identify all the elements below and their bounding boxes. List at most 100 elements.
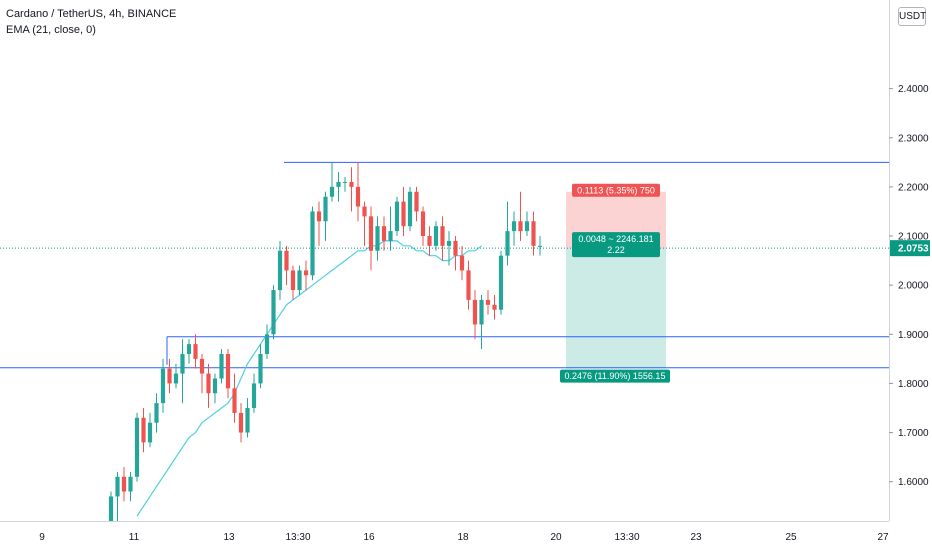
candle-down [355, 186, 361, 207]
candle-down [303, 270, 309, 276]
candle-up [323, 196, 328, 222]
candle-down [453, 240, 458, 256]
candle-down [472, 299, 478, 325]
candle-up [394, 201, 400, 232]
candle-up [258, 353, 263, 384]
x-tick-label: 27 [877, 532, 889, 543]
candle-down [518, 221, 523, 232]
x-tick-label: 13:30 [285, 532, 310, 543]
candle-up [212, 378, 218, 394]
candle-up [277, 250, 283, 291]
entry-label-bg [572, 232, 660, 258]
candle-up [433, 226, 439, 246]
candle-down [225, 353, 231, 389]
y-tick-label: 1.7000 [898, 428, 929, 439]
candle-down [121, 476, 127, 492]
candle-up [115, 476, 120, 497]
y-tick-label: 1.6000 [898, 477, 929, 488]
symbol-title[interactable]: Cardano / TetherUS, 4h, BINANCE [6, 8, 177, 20]
x-tick-label: 25 [785, 532, 797, 543]
x-tick-label: 18 [457, 532, 469, 543]
target-label-bg [560, 369, 670, 383]
candle-up [264, 334, 270, 354]
x-tick-label: 20 [550, 532, 562, 543]
candle-up [245, 407, 250, 433]
target-label-text: 0.2476 (11.90%) 1556.15 [565, 371, 666, 381]
candle-up [479, 299, 484, 325]
candle-down [414, 191, 419, 212]
candle-up [329, 186, 335, 197]
candle-up [342, 181, 348, 183]
candle-down [206, 373, 211, 394]
candle-down [459, 255, 465, 271]
candle-up [251, 383, 257, 408]
candle-down [141, 417, 146, 443]
stop-label-text: 0.1113 (5.35%) 750 [577, 185, 655, 195]
candle-down [362, 206, 367, 217]
candle-down [199, 358, 205, 374]
candle-up [147, 422, 153, 443]
candle-down [167, 368, 172, 384]
position-zones [566, 191, 666, 369]
y-tick-label: 2.3000 [898, 133, 929, 144]
candle-up [505, 231, 510, 256]
candle-up [524, 221, 530, 232]
x-tick-label: 11 [129, 532, 140, 543]
candle-up [271, 290, 276, 335]
candle-down [531, 221, 536, 246]
y-tick-label: 1.9000 [898, 330, 929, 341]
ema-series [136, 240, 482, 517]
candle-up [511, 221, 517, 232]
candle-down [232, 388, 237, 413]
candle-down [420, 211, 426, 237]
x-tick-label: 9 [39, 532, 45, 543]
candle-up [336, 181, 341, 187]
indicator-label[interactable]: EMA (21, close, 0) [6, 24, 96, 36]
ema-line [136, 240, 482, 517]
x-tick-label: 23 [690, 532, 702, 543]
y-tick-label: 2.0000 [898, 281, 929, 292]
candle-up [388, 231, 393, 241]
candle-up [173, 373, 179, 384]
y-tick-label: 1.8000 [898, 379, 929, 390]
candle-down [193, 344, 198, 359]
y-tick-label: 2.2000 [898, 182, 929, 193]
candle-down [238, 412, 244, 433]
candle-up [375, 226, 380, 251]
currency-badge[interactable]: USDT [898, 7, 926, 26]
chart-legend: Cardano / TetherUS, 4h, BINANCE EMA (21,… [6, 6, 176, 38]
candle-up [186, 344, 192, 354]
candle-up [134, 417, 140, 477]
candle-up [160, 368, 166, 404]
entry-label-line1: 0.0048 ~ 2246.181 [578, 234, 653, 244]
x-tick-label: 16 [363, 532, 375, 543]
candle-down [290, 270, 296, 291]
horizontal-lines[interactable] [0, 161, 889, 369]
candle-down [401, 201, 406, 227]
y-tick-label: 2.4000 [898, 84, 929, 95]
candle-down [368, 216, 374, 251]
stop-label-bg [572, 183, 660, 197]
candle-down [284, 250, 289, 271]
candles [108, 162, 543, 521]
candle-down [427, 236, 432, 246]
current-price-tag [890, 240, 930, 257]
candle-up [154, 403, 159, 423]
candle-up [297, 270, 302, 291]
candle-down [440, 226, 445, 246]
candle-down [466, 270, 471, 300]
candle-up [537, 245, 543, 247]
current-price-label: 2.0753 [898, 244, 929, 255]
candle-up [407, 191, 413, 227]
candle-up [310, 211, 315, 276]
candle-up [128, 476, 133, 492]
candle-up [446, 240, 452, 246]
candle-up [219, 353, 224, 379]
entry-label-line2: 2.22 [607, 245, 625, 255]
candle-up [108, 496, 114, 521]
candle-down [349, 181, 354, 187]
take-profit-zone [566, 248, 666, 369]
